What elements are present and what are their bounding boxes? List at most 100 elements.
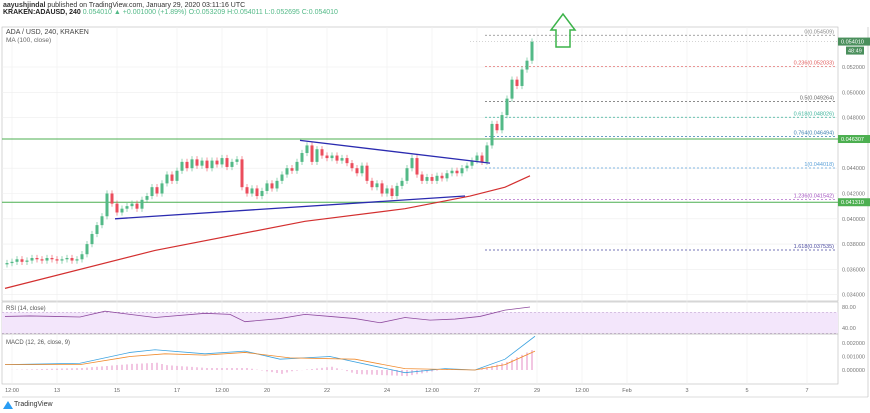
signal-line [5,350,536,371]
candle [325,155,329,159]
price-tick-label: 0.048000 [842,116,865,122]
candle [375,183,379,188]
candle [230,161,234,167]
countdown-label: 48:49 [848,49,862,55]
candle [195,159,199,166]
candle [370,180,374,188]
candle [335,155,339,161]
time-tick-label: 12:00 [425,388,439,394]
level-price-tag [838,135,870,144]
candle [70,258,74,261]
candle [140,199,144,209]
price-tick-label: 0.034000 [842,293,865,299]
candle [480,155,484,162]
high: H:0.054011 [227,9,263,16]
time-tick-label: Feb [622,388,631,394]
candle [30,258,34,261]
time-tick-label: 20 [264,388,270,394]
candle [130,203,134,207]
level-price-label: 0.046307 [841,137,864,143]
candle [415,158,419,175]
candle [385,188,389,194]
candle [210,160,214,169]
candle [485,145,489,162]
candle [390,188,394,197]
time-tick-label: 15 [114,388,120,394]
candle [215,160,219,165]
candle [235,159,239,162]
tradingview-logo-text[interactable]: TradingView [14,401,53,408]
candle [255,188,259,197]
macd-legend: MACD (12, 26, close, 9) [6,340,71,346]
fib-level-label: 1.236(0.041542) [794,193,835,199]
candle [445,173,449,179]
fib-level-label: 0(0.054509) [804,29,834,35]
time-tick-label: 29 [534,388,540,394]
candle [95,225,99,234]
time-tick-label: 27 [474,388,480,394]
rsi-line [4,306,531,324]
fib-level-label: 0.764(0.046494) [794,131,835,137]
candle [475,155,479,161]
author[interactable]: aayushjindal [3,2,46,9]
candle [170,174,174,181]
trendline [299,139,491,164]
candle [270,183,274,189]
up-arrow-icon [549,12,577,48]
fib-level-label: 1(0.044018) [804,162,834,168]
candle [220,158,224,165]
candle [345,158,349,164]
main-pane [1,26,839,302]
ma-legend: MA (100, close) [6,37,52,44]
candle [495,123,499,131]
price-tick-label: 0.042000 [842,192,865,198]
candle [120,208,124,213]
candle [160,183,164,194]
candle [60,259,64,261]
series-legend: ADA / USD, 240, KRAKEN [6,29,89,36]
close: C:0.054010 [301,9,338,16]
candle [350,163,354,169]
price-tick-label: 0.040000 [842,217,865,223]
candle [55,259,59,261]
candle [320,149,324,156]
candle [65,258,69,260]
candle [450,170,454,174]
candle [470,160,474,166]
fib-level-label: 0.5(0.049264) [800,96,834,102]
symbol-info: KRAKEN:ADAUSD, 240 0.054010 ▲ +0.001000 … [3,9,338,16]
level-price-label: 0.041310 [841,200,864,206]
candle [365,165,369,181]
candle [45,258,49,261]
macd-tick-label: 0.002000 [842,341,865,347]
rsi-tick-label: 80.00 [842,305,856,311]
macd-tick-label: 0.000000 [842,368,865,374]
candle [440,175,444,179]
candle [100,216,104,226]
price-change: ▲ +0.001000 (+1.89%) [113,9,187,16]
candle [530,41,534,61]
candle [20,259,24,262]
candle [505,98,509,116]
publish-date: published on TradingView.com, January 29… [47,2,246,9]
fib-level-label: 0.236(0.052033) [794,61,835,67]
candle [400,180,404,186]
candle [525,60,529,70]
low: L:0.052695 [264,9,300,16]
candle [5,263,9,265]
candle [175,170,179,181]
candle [490,123,494,146]
candle [265,183,269,191]
last-price-tag [838,37,870,46]
publish-info: aayushjindal published on TradingView.co… [3,2,245,9]
candle [460,168,464,174]
candle [10,261,14,264]
candle [15,259,19,262]
candle [295,161,299,171]
candle [125,206,129,209]
candle [165,174,169,184]
candle [35,258,39,260]
time-tick-label: 12:00 [575,388,589,394]
ma100-line [4,175,531,289]
